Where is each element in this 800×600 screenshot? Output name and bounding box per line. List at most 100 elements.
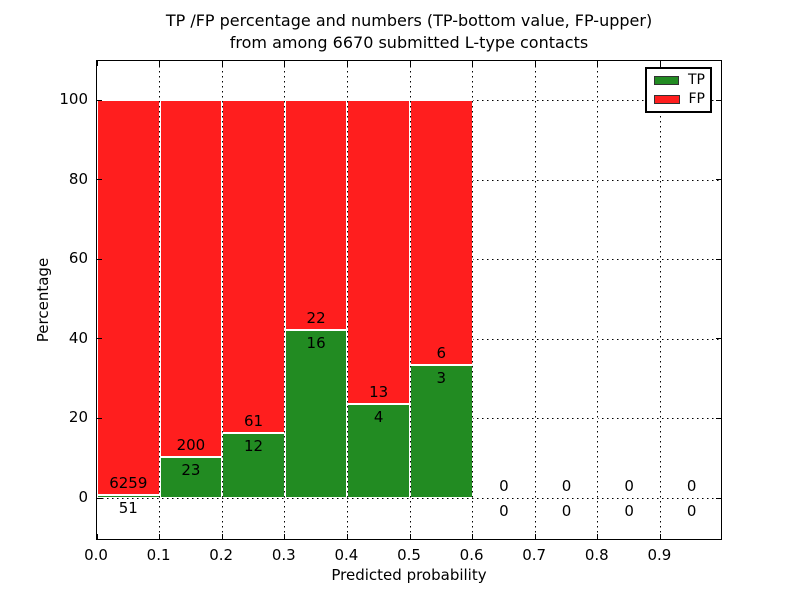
bar-fp-segment xyxy=(222,100,285,433)
x-tick-mark xyxy=(534,61,536,66)
x-tick-mark xyxy=(597,534,599,539)
x-tick-mark xyxy=(534,534,536,539)
x-tick-label: 0.6 xyxy=(459,546,484,564)
y-tick-label: 60 xyxy=(68,249,88,268)
x-tick-label: 0.4 xyxy=(334,546,359,564)
legend-item-tp: TP xyxy=(654,73,705,88)
x-axis-label: Predicted probability xyxy=(331,566,487,584)
y-tick-label: 100 xyxy=(59,90,88,108)
y-tick-mark xyxy=(716,258,721,260)
gridline-vertical xyxy=(346,61,348,539)
y-tick-label: 20 xyxy=(68,408,88,427)
tp-count-label: 0 xyxy=(686,502,697,520)
fp-count-label: 6 xyxy=(436,344,447,363)
x-tick-label: 0.2 xyxy=(209,546,234,564)
tp-count-label: 3 xyxy=(436,369,447,388)
y-axis-label: Percentage xyxy=(34,257,52,343)
x-tick-mark xyxy=(472,61,474,66)
gridline-vertical xyxy=(597,61,599,539)
x-tick-mark xyxy=(221,534,223,539)
zero-gridline xyxy=(97,497,721,499)
x-tick-mark xyxy=(159,534,161,539)
y-tick-mark xyxy=(97,258,102,260)
x-tick-label: 0.3 xyxy=(271,546,296,564)
fp-count-label: 13 xyxy=(369,383,389,402)
y-tick-mark xyxy=(716,417,721,419)
chart-title: TP /FP percentage and numbers (TP-bottom… xyxy=(96,10,722,54)
fp-count-label: 0 xyxy=(686,477,697,495)
y-tick-mark xyxy=(716,179,721,181)
fp-count-label: 61 xyxy=(243,411,264,430)
bar-fp-segment xyxy=(159,100,223,457)
fp-count-label: 6259 xyxy=(109,473,148,492)
y-tick-mark xyxy=(716,497,721,499)
tp-count-label: 23 xyxy=(181,460,201,479)
x-tick-label: 0.1 xyxy=(146,546,171,564)
gridline-vertical xyxy=(221,61,223,539)
x-tick-mark xyxy=(97,534,98,539)
tp-color-swatch xyxy=(654,76,679,85)
legend-item-fp: FP xyxy=(654,92,705,107)
y-tick-mark xyxy=(97,179,102,181)
y-tick-label: 80 xyxy=(68,169,88,188)
fp-count-label: 0 xyxy=(561,477,572,495)
tp-count-label: 51 xyxy=(118,498,138,517)
x-tick-label: 0.9 xyxy=(647,546,672,564)
plot-area: 6259 51 200 23 61 12 22 16 13 4 6 3 0 0 0 0 0 0 0 0 xyxy=(96,60,722,540)
x-tick-mark xyxy=(659,534,661,539)
x-tick-mark xyxy=(284,534,286,539)
x-tick-mark xyxy=(346,61,348,66)
fp-count-label: 0 xyxy=(624,477,634,495)
x-tick-label: 0.0 xyxy=(84,546,108,564)
fp-count-label: 22 xyxy=(306,309,326,328)
x-tick-mark xyxy=(409,61,411,66)
y-tick-label: 40 xyxy=(68,328,88,347)
x-tick-mark xyxy=(159,61,161,66)
gridline-vertical xyxy=(659,61,661,539)
x-tick-mark xyxy=(97,61,98,66)
chart-title-line1: TP /FP percentage and numbers (TP-bottom… xyxy=(165,11,653,30)
bar-fp-segment xyxy=(284,100,348,331)
gridline-vertical xyxy=(409,61,411,539)
y-tick-mark xyxy=(716,99,721,101)
x-tick-label: 0.5 xyxy=(397,546,421,564)
legend-label-fp: FP xyxy=(688,91,706,107)
bar-fp-segment xyxy=(410,100,473,366)
gridline-vertical xyxy=(534,61,536,539)
gridline-vertical xyxy=(159,61,161,539)
legend-label-tp: TP xyxy=(688,72,705,88)
y-tick-label: 0 xyxy=(78,488,88,506)
gridline-vertical xyxy=(284,61,286,539)
x-tick-mark xyxy=(409,534,411,539)
x-tick-mark xyxy=(221,61,223,66)
y-tick-mark xyxy=(97,338,102,340)
y-tick-mark xyxy=(97,99,102,101)
bar-tp-segment xyxy=(284,330,348,498)
tp-count-label: 0 xyxy=(624,502,634,520)
fp-count-label: 0 xyxy=(499,477,509,495)
bar-fp-segment xyxy=(97,100,160,495)
bar-tp-segment xyxy=(222,432,285,498)
y-tick-mark xyxy=(716,338,721,340)
chart-title-line2: from among 6670 submitted L-type contact… xyxy=(229,33,589,52)
x-tick-mark xyxy=(472,534,474,539)
x-tick-label: 0.7 xyxy=(522,546,547,564)
x-tick-mark xyxy=(659,61,661,66)
fp-color-swatch xyxy=(654,95,680,104)
bar-tp-segment xyxy=(159,456,223,498)
x-tick-mark xyxy=(597,61,599,66)
tp-count-label: 0 xyxy=(561,502,572,520)
bar-fp-segment xyxy=(347,100,410,405)
y-tick-mark xyxy=(97,497,102,499)
gridline-vertical xyxy=(472,61,474,539)
tp-count-label: 0 xyxy=(499,502,509,520)
tp-count-label: 12 xyxy=(243,436,264,455)
x-tick-mark xyxy=(284,61,286,66)
x-tick-label: 0.8 xyxy=(584,546,609,564)
legend: TP FP xyxy=(645,67,712,113)
x-tick-mark xyxy=(346,534,348,539)
y-tick-mark xyxy=(97,417,102,419)
fp-count-label: 200 xyxy=(176,435,206,454)
tp-count-label: 4 xyxy=(373,408,384,427)
